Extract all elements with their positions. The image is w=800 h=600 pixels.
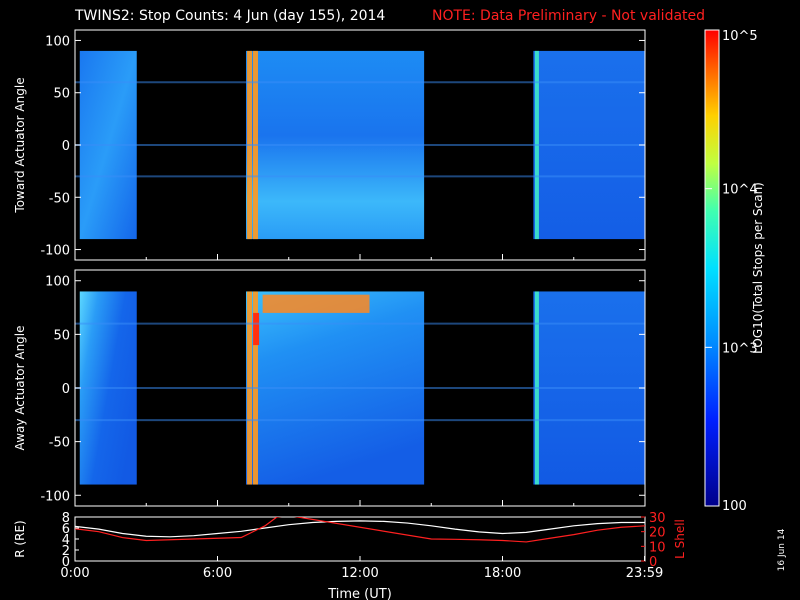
away-hot-region [262,294,370,313]
cbar-tick-label-2: 10^3 [722,341,758,356]
ytick-label-3: -50 [49,436,70,451]
xtick-label-1: 6:00 [203,566,232,581]
preliminary-note: NOTE: Data Preliminary - Not validated [432,8,705,24]
xtick-label-0: 0:00 [60,566,89,581]
ytick-label-3: -50 [49,191,70,206]
series-line-0 [75,520,645,538]
ytick-label-4: -100 [40,489,70,504]
x-axis-label: Time (UT) [327,587,392,600]
cbar-tick-label-1: 10^4 [722,183,758,198]
series-line-1 [75,517,645,543]
orbit-panel-frame [74,516,646,562]
ytick-right-label-1: 20 [649,526,666,541]
colorbar-gradient [705,30,719,506]
ytick-label-4: -100 [40,244,70,259]
toward-panel: 100 50 0 -50 -100 Toward Actuator Angle [13,29,646,261]
ytick-label-0: 100 [45,34,70,49]
xtick-label-4: 23:59 [626,566,663,581]
ytick-right-label-2: 10 [649,540,666,555]
xtick-label-2: 12:00 [341,566,378,581]
away-hot-spot [253,312,260,346]
cbar-tick-label-3: 100 [722,499,747,514]
ytick-label-2: 0 [62,139,70,154]
ytick-left-label-3: 2 [62,544,70,559]
ytick-left-label-0: 8 [62,511,70,526]
cbar-tick-label-0: 10^5 [722,29,758,44]
lshell-axis-label: L Shell [673,519,687,559]
toward-ylabel: Toward Actuator Angle [13,77,27,213]
chart-title: TWINS2: Stop Counts: 4 Jun (day 155), 20… [74,8,385,24]
away-ylabel: Away Actuator Angle [13,325,27,450]
date-stamp: 16 Jun 14 [777,528,787,571]
ytick-label-0: 100 [45,275,70,290]
ytick-right-label-0: 30 [649,511,666,526]
ytick-left-label-2: 4 [62,533,70,548]
ytick-left-label-1: 6 [62,522,70,537]
ytick-right-label-3: 0 [649,555,657,570]
colorbar: 10^5 10^4 10^3 100 LOG10(Total Stops per Sc… [704,29,765,514]
ytick-left-label-4: 0 [62,555,70,570]
ytick-label-1: 50 [53,87,70,102]
ytick-label-2: 0 [62,382,70,397]
xtick-label-3: 18:00 [484,566,521,581]
away-panel: 100 50 0 -50 -100 Away Actuator Angle [13,269,646,507]
colorbar-label: LOG10(Total Stops per Scan) [751,182,765,354]
ytick-label-1: 50 [53,328,70,343]
r-axis-label: R (RE) [13,520,27,557]
